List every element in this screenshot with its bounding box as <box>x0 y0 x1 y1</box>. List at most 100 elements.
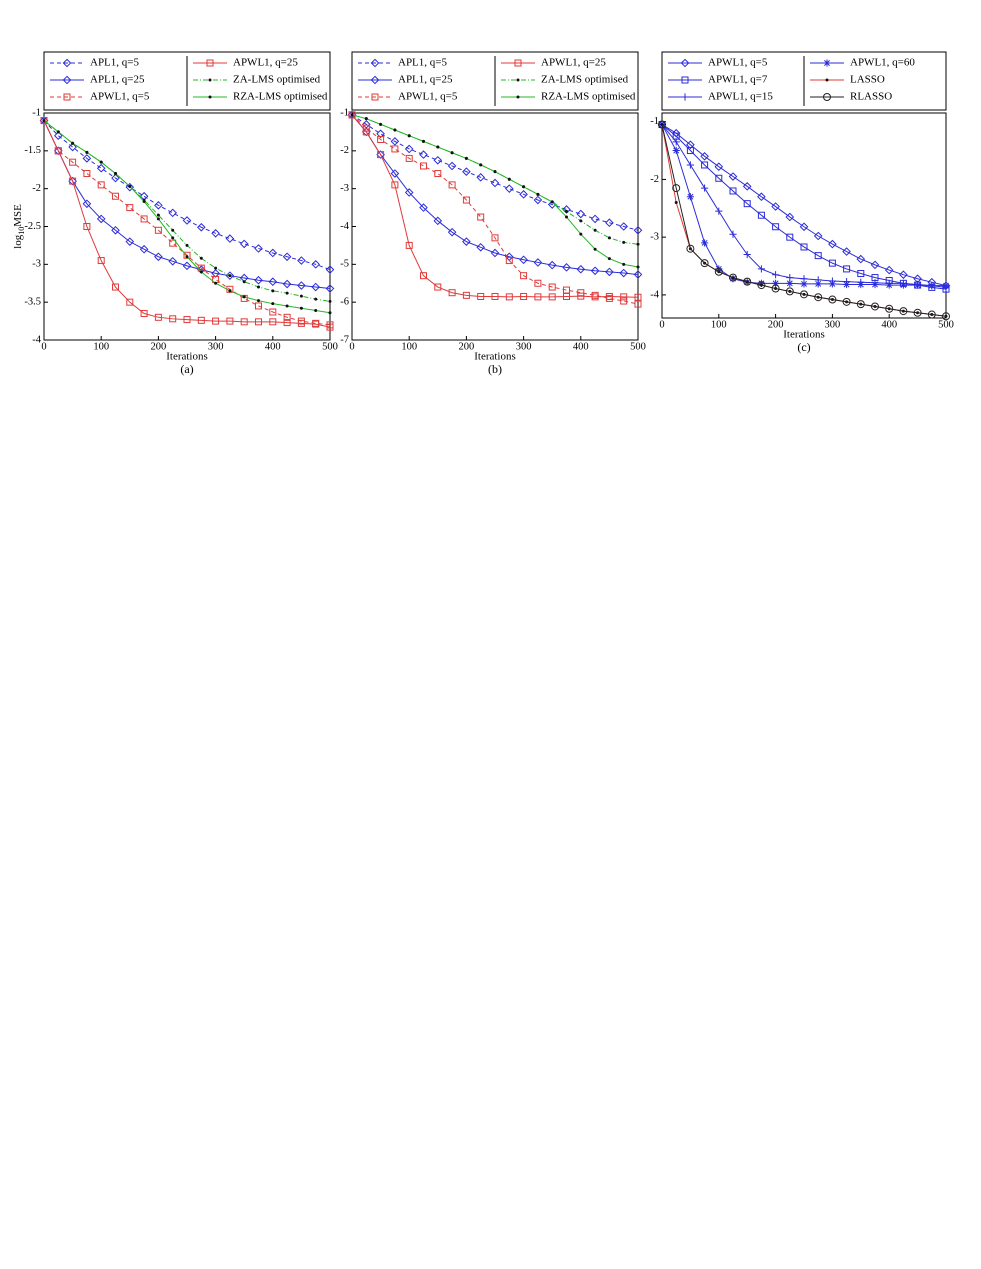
marker <box>622 262 626 266</box>
x-tick-label: 200 <box>151 341 167 352</box>
marker <box>154 201 163 210</box>
marker <box>607 236 611 240</box>
marker <box>282 252 292 262</box>
marker <box>871 302 879 311</box>
marker <box>729 273 737 282</box>
marker <box>771 202 780 211</box>
marker <box>328 311 332 315</box>
legend-marker <box>823 93 831 101</box>
x-tick-label: 0 <box>659 319 664 330</box>
legend-marker <box>514 59 522 67</box>
x-tick-label: 200 <box>459 341 475 352</box>
marker <box>672 184 681 193</box>
marker <box>376 150 385 159</box>
marker <box>505 257 513 265</box>
marker <box>729 187 737 195</box>
legend-marker <box>681 76 689 84</box>
marker <box>283 319 291 327</box>
marker <box>271 289 275 293</box>
marker <box>257 285 260 289</box>
marker <box>856 254 866 264</box>
legend-marker <box>680 58 690 68</box>
marker <box>843 265 851 273</box>
marker <box>448 181 456 189</box>
marker <box>125 182 135 192</box>
series-line <box>351 114 639 305</box>
marker <box>239 239 249 249</box>
legend-label: APL1, q=5 <box>398 57 447 69</box>
marker <box>268 277 278 287</box>
marker <box>757 265 765 273</box>
marker <box>686 161 694 169</box>
marker <box>619 222 629 231</box>
legend-marker <box>63 93 71 101</box>
marker <box>433 216 443 226</box>
marker <box>899 307 908 316</box>
marker <box>504 184 514 193</box>
marker <box>814 280 822 288</box>
marker <box>347 110 357 120</box>
marker <box>493 170 497 174</box>
marker <box>140 215 148 223</box>
marker <box>40 117 48 125</box>
marker <box>771 284 780 293</box>
marker <box>563 292 570 300</box>
marker <box>786 233 794 241</box>
marker <box>591 293 599 301</box>
marker <box>565 209 568 213</box>
marker <box>476 243 486 252</box>
marker <box>857 280 865 289</box>
marker <box>393 128 397 132</box>
marker <box>434 170 442 178</box>
y-axis-label-part: 10 <box>17 227 26 235</box>
marker <box>212 317 220 325</box>
marker <box>111 173 120 183</box>
x-tick-label: 300 <box>208 341 224 352</box>
legend-marker <box>62 58 72 68</box>
legend-label: APL1, q=25 <box>398 74 453 86</box>
legend-marker <box>516 95 520 99</box>
marker <box>842 297 851 306</box>
marker <box>800 243 808 251</box>
marker <box>390 169 400 178</box>
marker <box>785 212 795 222</box>
marker <box>942 312 950 321</box>
y-tick-label: -1 <box>32 107 41 118</box>
marker <box>899 281 907 289</box>
marker <box>757 281 766 290</box>
marker <box>311 260 321 269</box>
marker <box>477 292 485 300</box>
legend-label: APL1, q=5 <box>90 57 139 69</box>
legend-label: APWL1, q=7 <box>708 74 768 86</box>
marker <box>743 250 751 259</box>
marker <box>225 234 235 243</box>
marker <box>297 281 306 290</box>
marker <box>550 200 554 204</box>
x-tick-label: 400 <box>881 319 897 330</box>
marker <box>828 280 836 288</box>
marker <box>271 302 275 306</box>
marker <box>701 239 709 247</box>
marker <box>82 199 92 209</box>
marker <box>185 255 189 259</box>
marker <box>142 200 146 204</box>
marker <box>99 160 103 164</box>
marker <box>269 308 277 316</box>
marker <box>772 223 780 231</box>
marker <box>379 122 383 126</box>
marker <box>364 117 368 121</box>
legend-label: APWL1, q=5 <box>90 91 150 103</box>
marker <box>714 162 724 172</box>
marker <box>376 129 385 139</box>
marker <box>297 256 306 265</box>
marker <box>636 242 640 246</box>
marker <box>715 265 723 273</box>
marker <box>447 161 457 171</box>
y-tick-label: -7 <box>340 334 349 345</box>
marker <box>42 119 46 123</box>
marker <box>605 218 614 228</box>
marker <box>391 181 399 189</box>
marker <box>125 237 135 246</box>
marker <box>714 267 723 276</box>
